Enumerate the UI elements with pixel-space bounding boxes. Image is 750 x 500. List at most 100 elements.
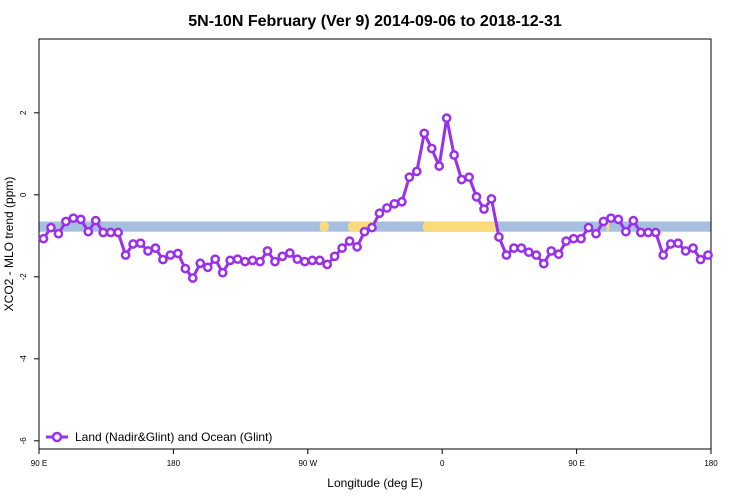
data-point xyxy=(426,143,437,154)
data-point xyxy=(75,214,86,225)
data-point xyxy=(486,194,497,204)
data-point xyxy=(404,172,415,183)
data-point xyxy=(337,243,347,253)
data-point xyxy=(98,227,109,238)
data-point xyxy=(120,250,131,260)
y-axis-title: XCO2 - MLO trend (ppm) xyxy=(2,177,16,312)
data-point xyxy=(441,113,452,123)
data-point xyxy=(561,236,571,246)
data-point xyxy=(501,250,512,260)
data-point xyxy=(382,203,392,213)
data-point xyxy=(464,172,474,183)
series xyxy=(38,113,713,283)
data-point xyxy=(434,161,445,171)
legend-marker xyxy=(51,431,63,443)
data-point xyxy=(83,226,94,237)
data-point xyxy=(583,222,594,233)
data-point xyxy=(389,198,400,209)
data-point xyxy=(479,204,489,214)
axes: 90 E 180 90 W 0 90 E 180 -6 -4 -2 0 2 xyxy=(19,110,718,468)
data-point xyxy=(516,243,527,253)
data-point xyxy=(299,256,310,267)
y-tick-label: 0 xyxy=(19,192,28,197)
data-point xyxy=(509,243,519,253)
data-point xyxy=(46,222,56,233)
data-point xyxy=(635,227,646,238)
data-point xyxy=(165,250,176,260)
data-point xyxy=(553,249,564,260)
data-point xyxy=(262,246,273,256)
legend: Land (Nadir&Glint) and Ocean (Glint) xyxy=(46,430,272,444)
data-point xyxy=(187,273,198,283)
land-segment xyxy=(319,221,329,232)
data-point xyxy=(471,192,482,202)
x-tick-label: 90 E xyxy=(31,459,47,468)
data-point xyxy=(367,222,377,233)
data-point xyxy=(523,247,534,258)
data-point xyxy=(658,250,669,260)
land-segment xyxy=(422,221,498,232)
data-point xyxy=(344,236,355,246)
data-point xyxy=(703,250,713,260)
y-tick-label: -6 xyxy=(19,437,28,445)
data-point xyxy=(180,263,191,274)
x-tick-label: 90 E xyxy=(568,459,584,468)
y-tick-label: 2 xyxy=(19,110,28,115)
data-point xyxy=(538,258,549,269)
data-point xyxy=(240,256,250,267)
data-point xyxy=(621,226,631,237)
data-point xyxy=(105,227,116,238)
data-point xyxy=(531,250,542,260)
data-point xyxy=(68,213,79,224)
legend-label: Land (Nadir&Glint) and Ocean (Glint) xyxy=(75,430,272,444)
data-point xyxy=(591,228,601,239)
data-point xyxy=(285,248,295,258)
data-point xyxy=(546,246,557,256)
data-point xyxy=(135,238,146,249)
y-tick-label: -2 xyxy=(19,273,28,281)
data-point xyxy=(38,233,49,244)
data-point xyxy=(202,262,213,273)
data-point xyxy=(292,254,303,265)
data-point xyxy=(255,256,265,267)
data-point xyxy=(210,254,221,265)
data-point xyxy=(225,255,235,266)
data-point xyxy=(359,226,370,237)
data-point xyxy=(576,233,586,244)
data-point xyxy=(53,228,64,239)
data-point xyxy=(329,251,340,262)
data-point xyxy=(90,215,101,226)
chart-title: 5N-10N February (Ver 9) 2014-09-06 to 20… xyxy=(188,13,562,30)
data-point xyxy=(150,243,161,253)
data-point xyxy=(688,243,698,253)
data-point xyxy=(232,254,243,265)
data-point xyxy=(494,232,504,242)
data-point xyxy=(673,238,683,249)
x-tick-label: 180 xyxy=(167,459,181,468)
data-point xyxy=(598,216,609,227)
data-point xyxy=(374,208,385,219)
data-point xyxy=(352,242,362,252)
data-point xyxy=(113,227,123,238)
data-point xyxy=(307,255,318,266)
data-point xyxy=(419,128,430,139)
data-point xyxy=(606,213,616,224)
x-tick-label: 180 xyxy=(704,459,718,468)
data-point xyxy=(158,254,168,265)
data-point xyxy=(128,239,138,249)
data-point xyxy=(397,196,407,207)
data-point xyxy=(314,255,325,266)
plot-frame xyxy=(38,38,712,450)
data-point xyxy=(695,254,706,265)
data-point xyxy=(270,256,280,267)
x-axis-title: Longitude (deg E) xyxy=(327,476,422,490)
data-point xyxy=(680,246,691,256)
data-point xyxy=(195,258,206,269)
data-point xyxy=(650,227,661,238)
data-point xyxy=(277,251,288,262)
data-point xyxy=(322,259,333,270)
data-point xyxy=(61,216,71,227)
data-point xyxy=(665,239,676,249)
data-point xyxy=(411,166,422,177)
